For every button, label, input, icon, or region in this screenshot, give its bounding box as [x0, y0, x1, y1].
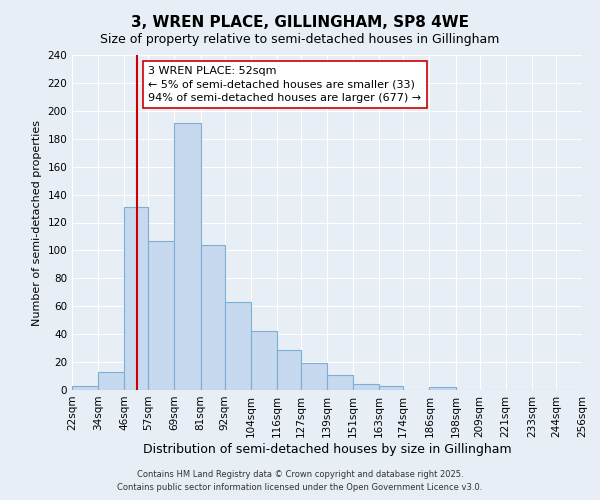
Bar [148, 240, 175, 390]
Bar [301, 364, 327, 390]
Text: 3, WREN PLACE, GILLINGHAM, SP8 4WE: 3, WREN PLACE, GILLINGHAM, SP8 4WE [131, 15, 469, 30]
Bar [327, 374, 353, 390]
Y-axis label: Number of semi-detached properties: Number of semi-detached properties [32, 120, 42, 326]
Bar [353, 384, 379, 390]
Bar [224, 302, 251, 390]
Bar [200, 245, 224, 390]
X-axis label: Distribution of semi-detached houses by size in Gillingham: Distribution of semi-detached houses by … [143, 442, 511, 456]
Text: 3 WREN PLACE: 52sqm
← 5% of semi-detached houses are smaller (33)
94% of semi-de: 3 WREN PLACE: 52sqm ← 5% of semi-detache… [148, 66, 421, 102]
Bar [72, 386, 98, 390]
Bar [175, 124, 200, 390]
Bar [277, 350, 301, 390]
Bar [251, 332, 277, 390]
Bar [124, 207, 148, 390]
Bar [430, 387, 455, 390]
Text: Contains HM Land Registry data © Crown copyright and database right 2025.
Contai: Contains HM Land Registry data © Crown c… [118, 470, 482, 492]
Text: Size of property relative to semi-detached houses in Gillingham: Size of property relative to semi-detach… [100, 32, 500, 46]
Bar [98, 372, 124, 390]
Bar [379, 386, 403, 390]
